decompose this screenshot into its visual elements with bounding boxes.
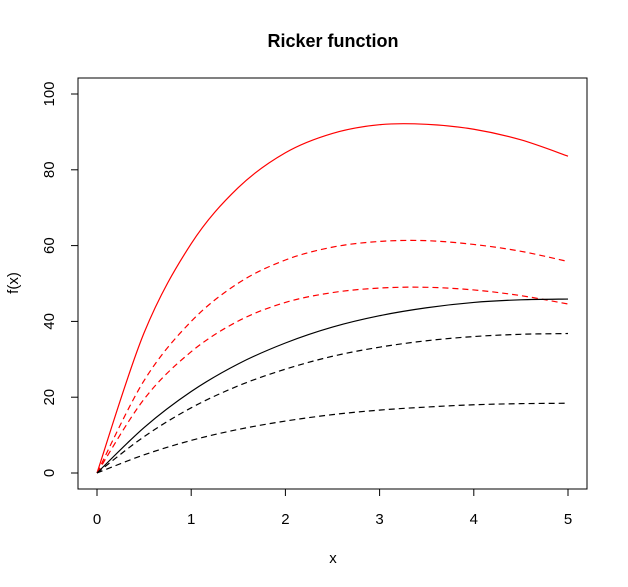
y-tick-label-3: 60: [41, 237, 58, 254]
y-axis: 0 20 40 60 80 100: [41, 81, 79, 477]
x-tick-label-1: 1: [187, 511, 195, 528]
x-axis-title: x: [329, 550, 337, 567]
plot-frame: [77, 77, 588, 490]
y-tick-label-5: 100: [41, 81, 58, 106]
x-tick-label-3: 3: [375, 511, 383, 528]
y-tick-label-1: 20: [41, 389, 58, 406]
chart-title: Ricker function: [267, 31, 398, 51]
series-line-2: [96, 286, 569, 474]
x-tick-label-0: 0: [93, 511, 101, 528]
y-tick-label-0: 0: [41, 469, 58, 477]
x-tick-label-4: 4: [470, 511, 478, 528]
series-line-4: [96, 332, 569, 474]
curves: [96, 123, 569, 474]
series-line-3: [96, 298, 569, 474]
x-tick-label-5: 5: [564, 511, 572, 528]
x-tick-label-2: 2: [281, 511, 289, 528]
y-tick-label-2: 40: [41, 313, 58, 330]
series-line-1: [96, 239, 569, 474]
y-axis-title: f(x): [5, 272, 22, 294]
y-tick-label-4: 80: [41, 161, 58, 178]
series-line-0: [96, 123, 569, 474]
series-line-5: [96, 402, 569, 474]
x-axis: 0 1 2 3 4 5: [93, 488, 572, 528]
